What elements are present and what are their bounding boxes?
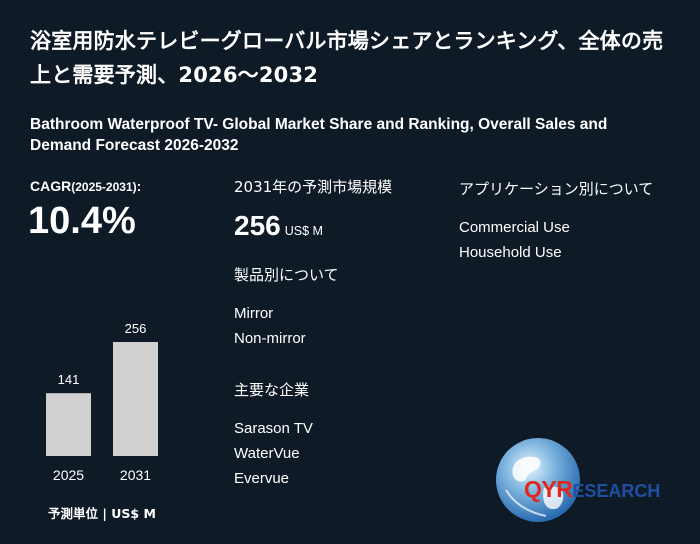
company-item-evervue: Evervue — [234, 470, 290, 487]
category-label-2031: 2031 — [120, 467, 151, 483]
bar-2025 — [46, 393, 91, 456]
bar-2031 — [113, 342, 158, 456]
application-item-commercial: Commercial Use — [459, 219, 570, 236]
company-item-sarason: Sarason TV — [234, 420, 313, 437]
title-japanese: 浴室用防水テレビーグローバル市場シェアとランキング、全体の売上と需要予測、202… — [30, 29, 664, 87]
product-item-mirror: Mirror — [234, 305, 274, 322]
cagr-label: CAGR(2025-2031): — [30, 178, 141, 194]
bar-value-label-2031: 256 — [125, 321, 147, 336]
application-item-household: Household Use — [459, 244, 562, 261]
cagr-value: 10.4% — [28, 200, 136, 242]
logo-qyr: QYR — [524, 476, 573, 502]
title-english: Bathroom Waterproof TV- Global Market Sh… — [30, 116, 608, 154]
companies-heading: 主要な企業 — [234, 381, 310, 399]
companies-list: Sarason TV WaterVue Evervue — [234, 416, 313, 491]
application-list: Commercial Use Household Use — [459, 215, 570, 265]
product-item-non-mirror: Non-mirror — [234, 330, 306, 347]
product-heading: 製品別について — [234, 266, 339, 284]
market-size-value: 256 US$ M — [234, 210, 323, 242]
cagr-colon: : — [136, 178, 142, 194]
chart-unit-label: 予測単位 | US$ M — [48, 506, 156, 521]
market-size-heading: 2031年の予測市場規模 — [234, 178, 393, 196]
bar-value-label-2025: 141 — [58, 372, 80, 387]
qyresearch-globe-icon — [496, 438, 580, 522]
market-size-number: 256 — [234, 210, 281, 241]
category-label-2025: 2025 — [53, 467, 84, 483]
company-item-watervue: WaterVue — [234, 445, 300, 462]
application-heading: アプリケーション別について — [459, 180, 654, 198]
cagr-label-text: CAGR — [30, 178, 72, 194]
market-size-unit: US$ M — [284, 224, 323, 238]
logo-research: ESEARCH — [572, 481, 661, 501]
cagr-period: (2025-2031) — [71, 180, 137, 194]
product-list: Mirror Non-mirror — [234, 301, 306, 351]
qyresearch-logo: QYRESEARCH — [524, 476, 660, 503]
